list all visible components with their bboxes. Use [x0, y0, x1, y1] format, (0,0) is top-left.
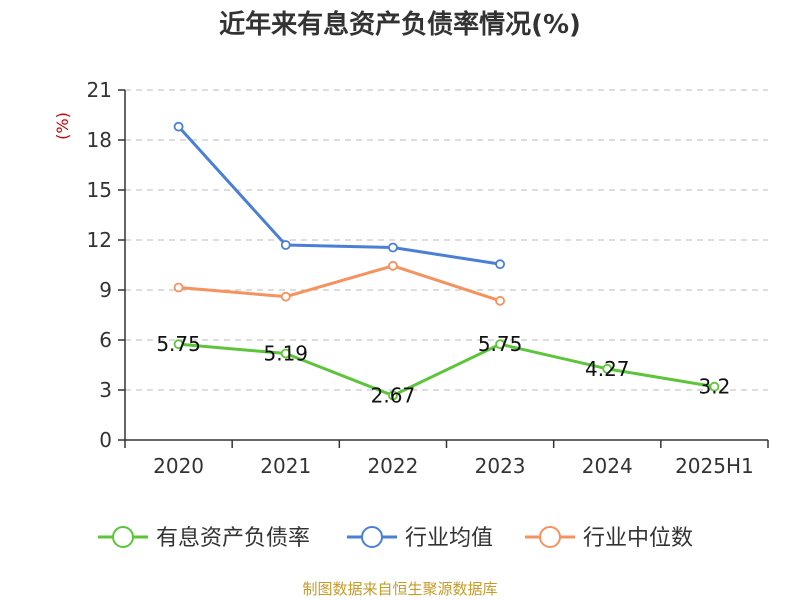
data-point: [280, 240, 291, 250]
x-tick-label: 2023: [475, 454, 526, 478]
data-point: [495, 295, 505, 306]
chart-title: 近年来有息资产负债率情况(%): [219, 9, 581, 40]
legend-swatch-marker: [361, 526, 383, 548]
legend-swatch-marker: [539, 526, 561, 548]
data-point: [709, 381, 720, 392]
x-tick-label: 2022: [367, 454, 418, 478]
data-labels: 5.75 5.19 2.67 5.75 4.27 3.2: [156, 332, 730, 407]
data-point: [173, 339, 184, 350]
x-tick-label: 2021: [260, 454, 311, 478]
legend-label: 行业中位数: [583, 526, 693, 551]
y-tick-label: 12: [87, 228, 112, 252]
legend: 有息资产负债率 行业均值 行业中位数: [98, 526, 693, 551]
legend-swatch-marker: [112, 526, 134, 548]
data-label: 4.27: [585, 357, 630, 381]
data-label: 5.75: [156, 332, 201, 356]
x-tick-label: 2020: [153, 454, 204, 478]
data-label: 3.2: [699, 375, 731, 399]
data-point: [495, 259, 505, 270]
data-label: 5.75: [478, 332, 523, 356]
data-point: [388, 242, 398, 253]
series-line-2: [178, 264, 501, 303]
x-tick-label: 2024: [582, 454, 633, 478]
y-axis-unit-label: (%): [53, 112, 72, 140]
data-point: [495, 339, 505, 350]
y-tick-label: 15: [87, 178, 112, 202]
data-point: [173, 121, 184, 132]
data-label: 5.19: [263, 342, 308, 366]
series-lines: [173, 121, 720, 401]
data-point: [388, 260, 398, 271]
data-point: [388, 390, 398, 401]
y-tick-label: 0: [99, 428, 112, 452]
data-point: [280, 291, 291, 302]
source-note: 制图数据来自恒生聚源数据库: [302, 580, 497, 598]
y-tick-label: 6: [99, 328, 112, 352]
legend-label: 有息资产负债率: [156, 526, 310, 551]
y-tick-label: 9: [99, 278, 112, 302]
y-tick-label: 21: [87, 78, 112, 102]
x-tick-label: 2025H1: [675, 454, 754, 478]
data-point: [173, 282, 184, 293]
y-tick-label: 3: [99, 378, 112, 402]
axes: 0 3 6 9 12 15 18 21 2020 2021 2022 2023 2024 2025H1: [87, 78, 769, 478]
data-point: [602, 363, 613, 374]
grid-lines: [125, 89, 768, 391]
series-line-1: [177, 125, 501, 266]
data-label: 2.67: [371, 384, 416, 408]
series-line-0: [178, 342, 715, 397]
y-tick-label: 18: [87, 128, 112, 152]
legend-label: 行业均值: [405, 526, 493, 551]
data-point: [280, 348, 291, 359]
